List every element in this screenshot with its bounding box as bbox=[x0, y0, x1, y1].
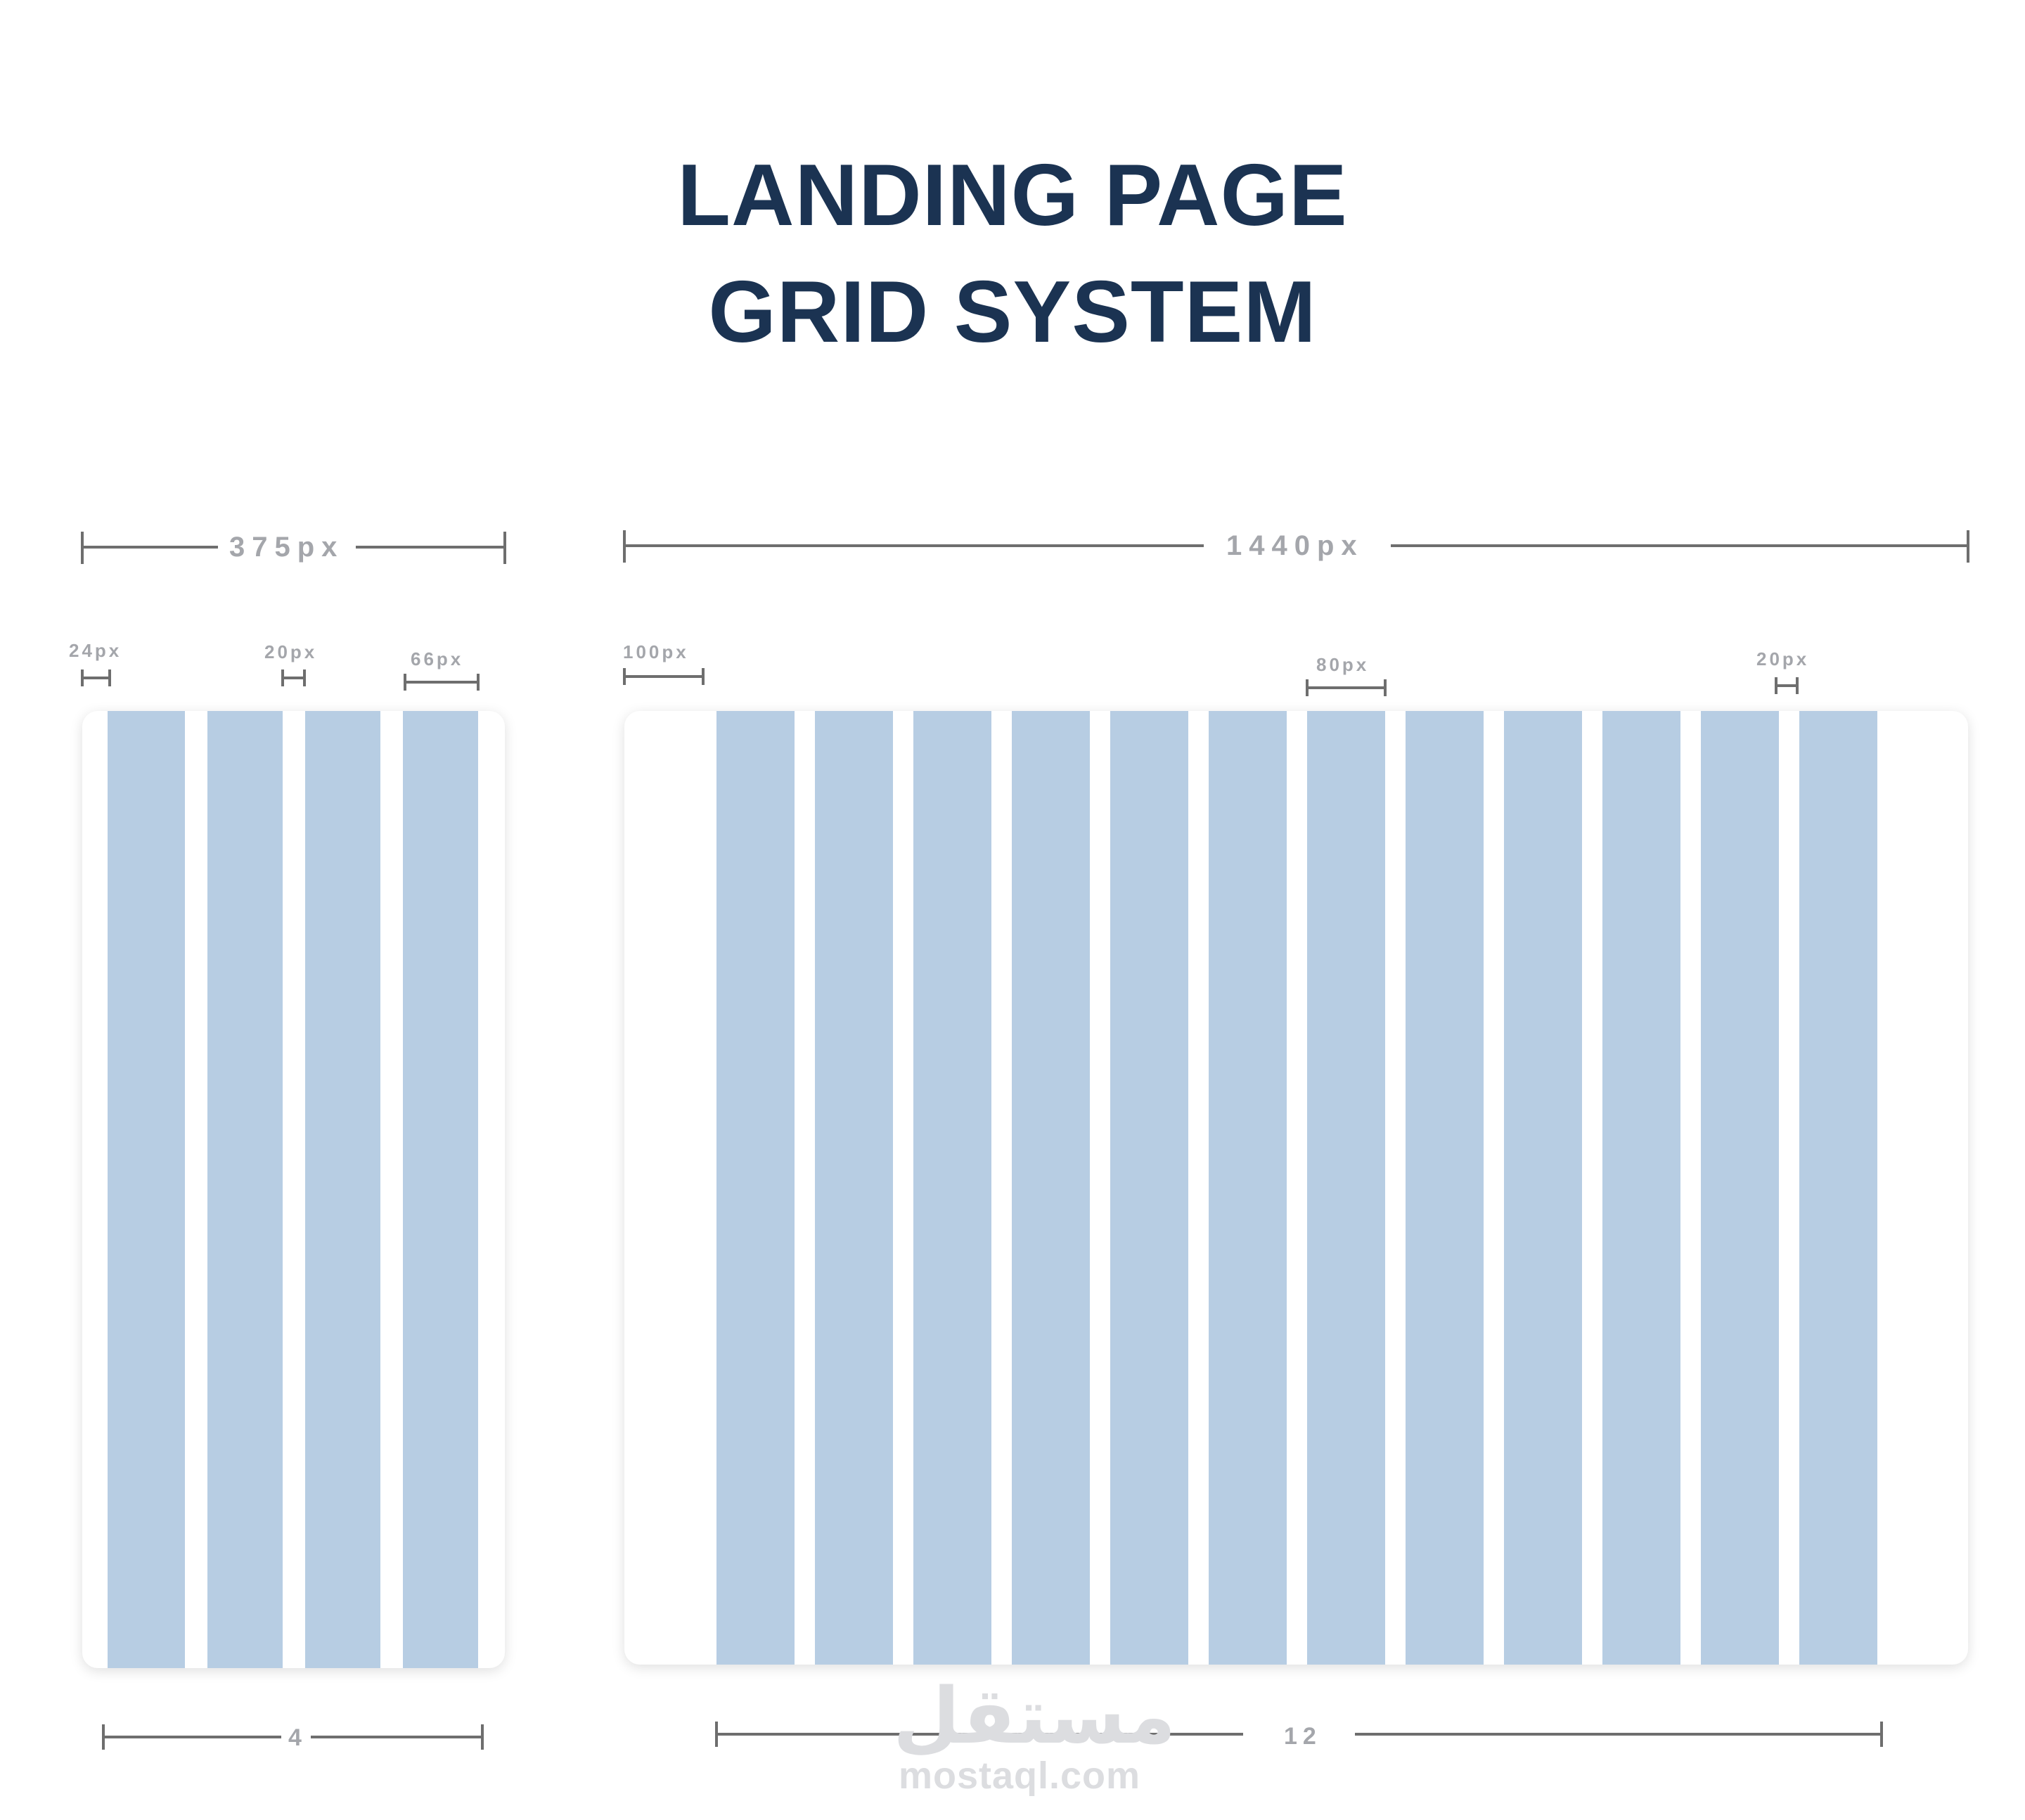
grid-column bbox=[1307, 711, 1385, 1665]
mobile-width-label: 375px bbox=[229, 532, 345, 563]
grid-column bbox=[108, 711, 185, 1668]
mobile-columns-label: 4 bbox=[288, 1724, 307, 1751]
mobile-column-label: 66px bbox=[411, 648, 464, 669]
grid-column bbox=[716, 711, 795, 1665]
grid-column bbox=[1602, 711, 1680, 1665]
grid-column bbox=[913, 711, 991, 1665]
grid-column bbox=[1209, 711, 1287, 1665]
grid-column bbox=[1504, 711, 1582, 1665]
grid-column bbox=[403, 711, 478, 1668]
grid-column bbox=[1701, 711, 1779, 1665]
mobile-margin-label: 24px bbox=[69, 640, 122, 661]
desktop-columns-label: 12 bbox=[1284, 1723, 1322, 1750]
grid-column bbox=[1012, 711, 1090, 1665]
grid-column bbox=[1406, 711, 1484, 1665]
desktop-margin-label: 100px bbox=[623, 641, 689, 662]
desktop-column-label: 80px bbox=[1316, 654, 1370, 675]
mobile-gutter-label: 20px bbox=[264, 641, 318, 662]
grid-column bbox=[207, 711, 283, 1668]
grid-column bbox=[1799, 711, 1877, 1665]
grid-column bbox=[1110, 711, 1188, 1665]
desktop-grid-frame bbox=[624, 711, 1968, 1665]
mobile-grid-frame bbox=[82, 711, 505, 1668]
desktop-width-label: 1440px bbox=[1226, 530, 1364, 561]
grid-column bbox=[305, 711, 380, 1668]
title-line-1: LANDING PAGE bbox=[677, 147, 1348, 244]
title-line-2: GRID SYSTEM bbox=[708, 264, 1317, 361]
desktop-gutter-label: 20px bbox=[1756, 648, 1810, 669]
grid-column bbox=[815, 711, 893, 1665]
